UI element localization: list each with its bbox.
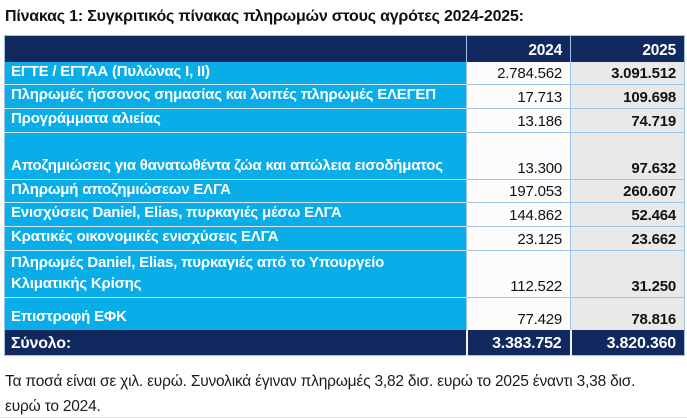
table-header: 2024 2025 xyxy=(4,35,685,62)
row-value-2025: 260.607 xyxy=(570,179,685,204)
table-row: Ενισχύσεις Daniel, Elias, πυρκαγιές μέσω… xyxy=(4,202,685,227)
row-value-2025: 31.250 xyxy=(570,250,685,298)
table-row: Προγράμματα αλιείας 13.186 74.719 xyxy=(4,108,685,133)
table-footer: Σύνολο: 3.383.752 3.820.360 xyxy=(4,330,685,356)
payments-comparison-table: 2024 2025 ΕΓΤΕ / ΕΓΤΑΑ (Πυλώνας Ι, ΙΙ) 2… xyxy=(4,35,685,356)
row-value-2024: 77.429 xyxy=(466,297,571,331)
table-row: Επιστροφή ΕΦΚ 77.429 78.816 xyxy=(4,297,685,331)
table-row: Πληρωμή αποζημιώσεων ΕΛΓΑ 197.053 260.60… xyxy=(4,179,685,204)
row-label: Αποζημιώσεις για θανατωθέντα ζώα και απώ… xyxy=(4,132,467,180)
row-value-2024: 112.522 xyxy=(466,250,571,298)
header-label-cell xyxy=(4,35,467,62)
header-year-2024: 2024 xyxy=(466,35,571,62)
header-year-2025: 2025 xyxy=(570,35,685,62)
row-value-2025: 52.464 xyxy=(570,202,685,227)
row-label: Επιστροφή ΕΦΚ xyxy=(4,297,467,331)
table-row: Πληρωμές Daniel, Elias, πυρκαγιές από το… xyxy=(4,250,685,298)
row-value-2024: 13.186 xyxy=(466,108,571,133)
row-label: Πληρωμές ήσσονος σημασίας και λοιπές πλη… xyxy=(4,84,467,109)
table-row: ΕΓΤΕ / ΕΓΤΑΑ (Πυλώνας Ι, ΙΙ) 2.784.562 3… xyxy=(4,61,685,86)
row-value-2024: 2.784.562 xyxy=(466,61,571,86)
row-label: Ενισχύσεις Daniel, Elias, πυρκαγιές μέσω… xyxy=(4,202,467,227)
row-label: Κρατικές οικονομικές ενισχύσεις ΕΛΓΑ xyxy=(4,226,467,251)
row-label: ΕΓΤΕ / ΕΓΤΑΑ (Πυλώνας Ι, ΙΙ) xyxy=(4,61,467,86)
row-label: Πληρωμές Daniel, Elias, πυρκαγιές από το… xyxy=(4,250,467,298)
table-body: ΕΓΤΕ / ΕΓΤΑΑ (Πυλώνας Ι, ΙΙ) 2.784.562 3… xyxy=(4,61,685,331)
total-label: Σύνολο: xyxy=(4,330,467,356)
row-value-2025: 74.719 xyxy=(570,108,685,133)
row-value-2024: 197.053 xyxy=(466,179,571,204)
row-value-2025: 23.662 xyxy=(570,226,685,251)
row-value-2025: 109.698 xyxy=(570,84,685,109)
table-row: Πληρωμές ήσσονος σημασίας και λοιπές πλη… xyxy=(4,84,685,109)
row-value-2025: 78.816 xyxy=(570,297,685,331)
row-label: Προγράμματα αλιείας xyxy=(4,108,467,133)
row-label: Πληρωμή αποζημιώσεων ΕΛΓΑ xyxy=(4,179,467,204)
table-row: Αποζημιώσεις για θανατωθέντα ζώα και απώ… xyxy=(4,132,685,180)
total-value-2025: 3.820.360 xyxy=(569,330,685,356)
row-value-2024: 17.713 xyxy=(466,84,571,109)
total-value-2024: 3.383.752 xyxy=(465,330,571,356)
total-row: Σύνολο: 3.383.752 3.820.360 xyxy=(4,330,685,356)
table-row: Κρατικές οικονομικές ενισχύσεις ΕΛΓΑ 23.… xyxy=(4,226,685,251)
row-value-2025: 97.632 xyxy=(570,132,685,180)
footnote: Τα ποσά είναι σε χιλ. ευρώ. Συνολικά έγι… xyxy=(5,372,636,415)
row-value-2025: 3.091.512 xyxy=(570,61,685,86)
row-value-2024: 144.862 xyxy=(466,202,571,227)
header-row: 2024 2025 xyxy=(4,35,685,62)
row-value-2024: 23.125 xyxy=(466,226,571,251)
row-value-2024: 13.300 xyxy=(466,132,571,180)
page-bottom-divider xyxy=(0,417,687,418)
table-title: Πίνακας 1: Συγκριτικός πίνακας πληρωμών … xyxy=(5,8,524,25)
